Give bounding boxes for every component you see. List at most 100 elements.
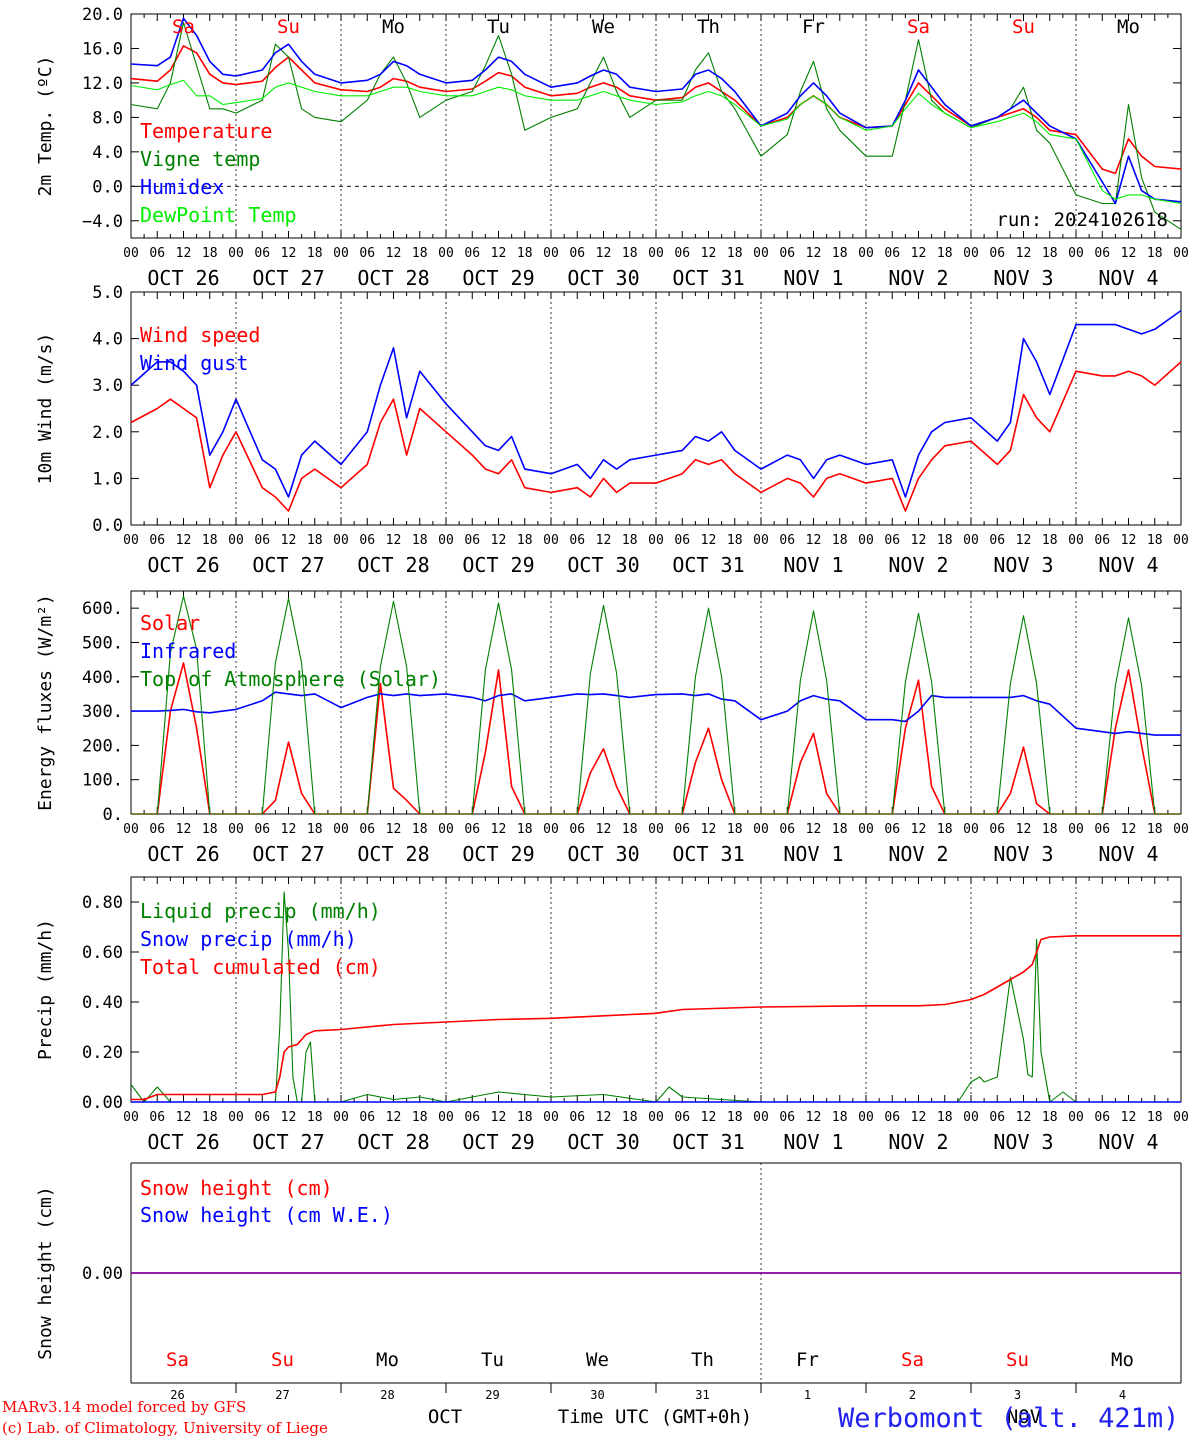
panel-3: 0. 100. 200. 300. 400. 500. 600. Energy fluxes …: [35, 590, 1189, 866]
y-tick-label: 0.20: [82, 1043, 123, 1063]
y-tick-label: 0.00: [82, 1264, 123, 1284]
hour-tick-label: 18: [307, 533, 323, 548]
hour-tick-label: 00: [228, 1110, 244, 1125]
hour-tick-label: 18: [937, 822, 953, 837]
hour-tick-label: 00: [648, 822, 664, 837]
day-name-top: Su: [277, 16, 300, 38]
legend-entry: Snow height (cm): [140, 1176, 333, 1200]
hour-tick-label: 00: [123, 1110, 139, 1125]
date-label: OCT 30: [567, 553, 639, 577]
hour-tick-label: 00: [1173, 1110, 1189, 1125]
hour-tick-label: 18: [412, 533, 428, 548]
hour-tick-label: 12: [806, 246, 822, 261]
legend-entry: Liquid precip (mm/h): [140, 899, 381, 923]
hour-tick-label: 12: [806, 533, 822, 548]
y-axis-title: Snow height (cm): [35, 1186, 56, 1359]
day-name-bottom: Sa: [901, 1349, 924, 1371]
hour-tick-label: 12: [806, 822, 822, 837]
hour-tick-label: 18: [727, 533, 743, 548]
hour-tick-label: 12: [281, 246, 297, 261]
date-label: NOV 3: [993, 1130, 1053, 1154]
date-label: NOV 3: [993, 266, 1053, 290]
hour-tick-label: 12: [701, 1110, 717, 1125]
hour-tick-label: 00: [228, 533, 244, 548]
y-axis-title: 10m Wind (m/s): [35, 333, 56, 485]
hour-tick-label: 06: [989, 822, 1005, 837]
bottom-day-number: 4: [1119, 1388, 1126, 1402]
date-label: OCT 28: [357, 266, 429, 290]
hour-tick-label: 18: [517, 822, 533, 837]
day-name-bottom: Su: [271, 1349, 294, 1371]
legend-entry: Snow height (cm W.E.): [140, 1203, 393, 1227]
hour-tick-label: 00: [438, 1110, 454, 1125]
series-line-2: [130, 309, 1182, 498]
panel-1: −4.0 0.0 4.0 8.0 12.0 16.0 20.0 2m Temp. (ºC) Te…: [35, 5, 1189, 290]
date-label: OCT 31: [672, 842, 744, 866]
hour-tick-label: 12: [176, 533, 192, 548]
hour-tick-label: 06: [149, 246, 165, 261]
hour-tick-label: 00: [438, 246, 454, 261]
day-name-top: Mo: [382, 16, 405, 38]
hour-tick-label: 18: [1042, 533, 1058, 548]
date-label: NOV 2: [888, 842, 948, 866]
y-axis-title: Precip (mm/h): [35, 919, 56, 1060]
hour-tick-label: 12: [911, 246, 927, 261]
date-label: OCT 29: [462, 553, 534, 577]
legend-entry: Humidex: [140, 175, 224, 199]
hour-tick-label: 18: [937, 246, 953, 261]
day-name-top: Tu: [487, 16, 510, 38]
hour-tick-label: 12: [701, 246, 717, 261]
hour-tick-label: 00: [333, 822, 349, 837]
hour-tick-label: 18: [412, 822, 428, 837]
hour-tick-label: 12: [596, 1110, 612, 1125]
legend-entry: Wind speed: [140, 323, 260, 347]
hour-tick-label: 12: [176, 246, 192, 261]
hour-tick-label: 00: [1068, 822, 1084, 837]
hour-tick-label: 06: [1094, 533, 1110, 548]
hour-tick-label: 00: [1173, 533, 1189, 548]
series-line-4: [130, 79, 1182, 205]
hour-tick-label: 12: [596, 533, 612, 548]
hour-tick-label: 00: [1068, 533, 1084, 548]
hour-tick-label: 00: [648, 1110, 664, 1125]
hour-tick-label: 06: [884, 533, 900, 548]
hour-tick-label: 00: [123, 246, 139, 261]
legend-entry: Infrared: [140, 639, 236, 663]
hour-tick-label: 06: [779, 246, 795, 261]
date-label: NOV 1: [783, 266, 843, 290]
legend-entry: Wind gust: [140, 351, 248, 375]
hour-tick-label: 18: [622, 1110, 638, 1125]
bottom-day-number: 3: [1014, 1388, 1021, 1402]
day-name-bottom: Fr: [796, 1349, 819, 1371]
hour-tick-label: 18: [412, 1110, 428, 1125]
date-label: OCT 26: [147, 842, 219, 866]
hour-tick-label: 12: [911, 1110, 927, 1125]
hour-tick-label: 00: [1068, 246, 1084, 261]
hour-tick-label: 12: [1121, 822, 1137, 837]
date-label: NOV 4: [1098, 553, 1158, 577]
hour-tick-label: 06: [1094, 822, 1110, 837]
y-tick-label: 0.00: [82, 1093, 123, 1113]
date-label: OCT 30: [567, 1130, 639, 1154]
hour-tick-label: 18: [727, 822, 743, 837]
hour-tick-label: 06: [464, 246, 480, 261]
day-name-top: Sa: [172, 16, 195, 38]
bottom-day-number: 26: [170, 1388, 184, 1402]
hour-tick-label: 18: [202, 822, 218, 837]
hour-tick-label: 18: [1147, 246, 1163, 261]
y-tick-label: 5.0: [92, 283, 123, 303]
date-label: NOV 2: [888, 553, 948, 577]
hour-tick-label: 06: [569, 1110, 585, 1125]
date-label: NOV 1: [783, 842, 843, 866]
hour-tick-label: 18: [1042, 246, 1058, 261]
hour-tick-label: 18: [1147, 533, 1163, 548]
y-tick-label: 500.: [82, 633, 123, 653]
y-tick-label: 2.0: [92, 423, 123, 443]
hour-tick-label: 00: [858, 1110, 874, 1125]
hour-tick-label: 00: [753, 1110, 769, 1125]
hour-tick-label: 12: [596, 246, 612, 261]
day-name-bottom: Th: [691, 1349, 714, 1371]
hour-tick-label: 06: [569, 822, 585, 837]
y-tick-label: 300.: [82, 702, 123, 722]
hour-tick-label: 00: [123, 533, 139, 548]
